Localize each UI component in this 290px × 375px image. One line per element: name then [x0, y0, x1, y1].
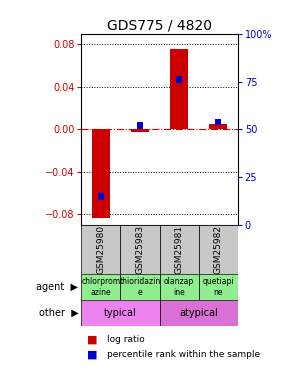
Text: chlorprom
azine: chlorprom azine	[81, 277, 120, 297]
Text: quetiapi
ne: quetiapi ne	[202, 277, 234, 297]
Bar	[215, 118, 221, 125]
Bar	[160, 225, 199, 274]
Text: agent  ▶: agent ▶	[36, 282, 78, 292]
Bar	[209, 124, 227, 129]
Title: GDS775 / 4820: GDS775 / 4820	[107, 19, 212, 33]
Text: other  ▶: other ▶	[39, 308, 78, 318]
Bar	[81, 300, 160, 326]
Bar	[176, 76, 182, 83]
Bar	[160, 274, 199, 300]
Bar	[120, 225, 160, 274]
Bar	[199, 225, 238, 274]
Bar	[92, 129, 110, 218]
Bar	[131, 129, 149, 132]
Text: atypical: atypical	[179, 308, 218, 318]
Text: GSM25983: GSM25983	[135, 225, 144, 274]
Bar	[170, 49, 188, 129]
Bar	[98, 193, 104, 200]
Text: thioridazin
e: thioridazin e	[119, 277, 161, 297]
Bar	[81, 225, 120, 274]
Text: GSM25982: GSM25982	[214, 225, 223, 274]
Text: ■: ■	[87, 334, 97, 344]
Text: olanzap
ine: olanzap ine	[164, 277, 194, 297]
Bar	[160, 300, 238, 326]
Bar	[137, 122, 143, 129]
Text: percentile rank within the sample: percentile rank within the sample	[107, 350, 260, 359]
Bar	[199, 274, 238, 300]
Text: ■: ■	[87, 350, 97, 359]
Bar	[120, 274, 160, 300]
Text: GSM25980: GSM25980	[96, 225, 105, 274]
Bar	[81, 274, 120, 300]
Text: log ratio: log ratio	[107, 335, 145, 344]
Text: GSM25981: GSM25981	[175, 225, 184, 274]
Text: typical: typical	[104, 308, 137, 318]
